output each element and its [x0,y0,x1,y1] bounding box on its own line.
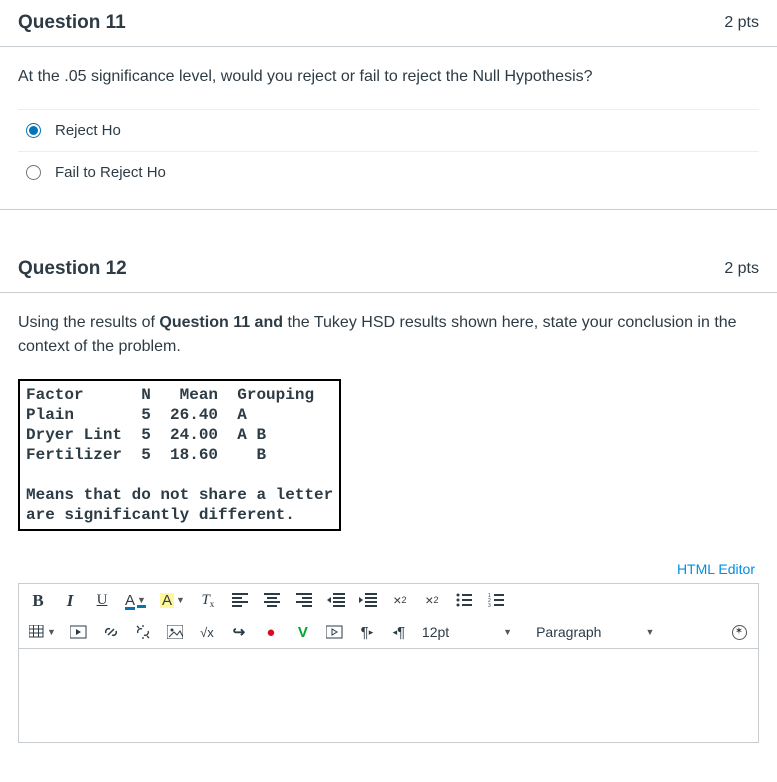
answer-option-reject[interactable]: Reject Ho [18,110,759,152]
toolbar-row-2: ▼ √x ↪ ● V ¶▸ ◂¶ 12pt ▼ Paragraph ▼ ✶ [19,616,758,648]
align-left-button[interactable] [231,593,249,607]
chevron-down-icon: ▼ [503,627,512,637]
question-11: Question 11 2 pts At the .05 significanc… [0,0,777,210]
question-stem: At the .05 significance level, would you… [18,65,759,89]
indent-button[interactable] [359,593,377,607]
question-12: Question 12 2 pts Using the results of Q… [0,246,777,743]
bullet-list-button[interactable] [455,593,473,607]
editor-toolbar: B I U A▼ A▼ T ×2 ×2 123 ▼ √x ↪ ● V [18,583,759,648]
question-body: At the .05 significance level, would you… [0,47,777,209]
question-title: Question 12 [18,258,127,280]
answer-option-fail[interactable]: Fail to Reject Ho [18,152,759,209]
chevron-down-icon: ▼ [645,627,654,637]
accessibility-button[interactable]: ✶ [730,625,748,640]
bold-button[interactable]: B [29,592,47,609]
insert-button[interactable]: V [294,625,312,640]
italic-button[interactable]: I [61,592,79,609]
tukey-results-box: Factor N Mean Grouping Plain 5 26.40 A D… [18,379,341,531]
radio-fail[interactable] [26,165,41,180]
highlight-button[interactable]: A▼ [160,593,185,608]
align-center-button[interactable] [263,593,281,607]
answer-list: Reject Ho Fail to Reject Ho [18,109,759,209]
media-button[interactable] [70,625,88,639]
html-editor-link[interactable]: HTML Editor [0,561,777,583]
question-body: Using the results of Question 11 and the… [0,293,777,561]
underline-button[interactable]: U [93,593,111,608]
answer-label: Fail to Reject Ho [55,164,166,181]
question-points: 2 pts [724,260,759,278]
toolbar-row-1: B I U A▼ A▼ T ×2 ×2 123 [19,584,758,616]
answer-label: Reject Ho [55,122,121,139]
link-button[interactable] [102,624,120,640]
editor-textarea[interactable] [18,648,759,743]
font-size-select[interactable]: 12pt [422,624,449,640]
question-header: Question 12 2 pts [0,246,777,293]
paragraph-select[interactable]: Paragraph [536,624,601,640]
table-button[interactable]: ▼ [29,625,56,639]
number-list-button[interactable]: 123 [487,593,505,607]
rtl-button[interactable]: ◂¶ [390,625,408,640]
redo-button[interactable]: ↪ [230,625,248,640]
image-button[interactable] [166,625,184,639]
question-stem: Using the results of Question 11 and the… [18,311,759,359]
subscript-button[interactable]: ×2 [423,593,441,607]
equation-button[interactable]: √x [198,626,216,639]
unlink-button[interactable] [134,624,152,640]
svg-text:3: 3 [488,603,491,607]
superscript-button[interactable]: ×2 [391,593,409,607]
align-right-button[interactable] [295,593,313,607]
spacer [0,210,777,246]
record-button[interactable]: ● [262,625,280,640]
question-points: 2 pts [724,14,759,32]
stem-bold: Question 11 and [159,314,283,331]
embed-button[interactable] [326,625,344,639]
text-color-button[interactable]: A▼ [125,593,146,608]
ltr-button[interactable]: ¶▸ [358,625,376,640]
outdent-button[interactable] [327,593,345,607]
question-title: Question 11 [18,12,126,34]
clear-format-button[interactable]: T [199,593,217,608]
question-header: Question 11 2 pts [0,0,777,47]
stem-text: Using the results of [18,314,159,331]
radio-reject[interactable] [26,123,41,138]
